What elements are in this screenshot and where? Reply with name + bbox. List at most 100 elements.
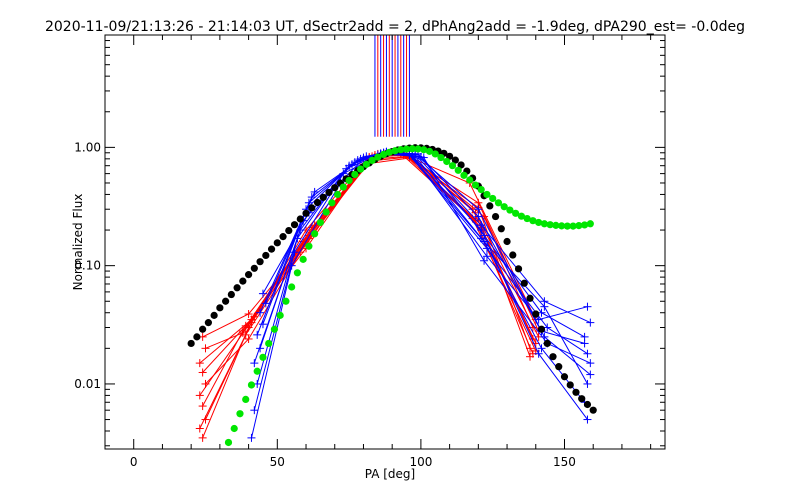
data-point [583, 400, 592, 409]
data-point [506, 206, 514, 214]
data-point [236, 410, 244, 418]
data-point [540, 220, 548, 228]
data-point [362, 160, 370, 168]
plus-marker [586, 359, 595, 368]
data-point [431, 150, 439, 158]
data-point [425, 147, 434, 155]
data-point [322, 208, 330, 216]
data-point [494, 199, 503, 207]
plot-frame [104, 34, 666, 450]
x-tick-label: 50 [270, 455, 285, 469]
data-point [402, 145, 411, 153]
plus-marker [526, 344, 535, 353]
data-point [285, 226, 293, 235]
axes: 0 50 100 150 0.01 0.10 1.00 [74, 35, 665, 469]
series-line [262, 151, 588, 385]
data-point [578, 395, 586, 403]
plus-marker [256, 344, 265, 353]
data-point [216, 304, 224, 312]
plus-marker [534, 349, 543, 358]
plus-marker [198, 368, 207, 377]
plus-marker [195, 359, 204, 368]
data-point [368, 156, 376, 164]
data-point [319, 193, 327, 201]
series-line [202, 155, 534, 340]
data-point [569, 222, 577, 230]
plus-marker [198, 402, 207, 411]
data-point [296, 215, 304, 223]
data-point [457, 161, 465, 169]
plus-marker [261, 299, 270, 308]
plus-marker [474, 212, 483, 221]
plus-marker [586, 318, 595, 327]
data-point [471, 181, 480, 189]
x-tick-label: 100 [409, 455, 432, 469]
data-point [443, 157, 451, 166]
data-point [563, 222, 571, 230]
plus-marker [482, 252, 491, 261]
plus-marker [586, 370, 595, 379]
data-point [299, 255, 307, 263]
data-point [572, 388, 580, 396]
data-point [270, 325, 279, 333]
series-model_black [187, 144, 597, 414]
plus-marker [310, 187, 319, 196]
data-point [549, 353, 557, 361]
data-point [448, 162, 457, 170]
x-axis-label: PA [deg] [365, 467, 415, 481]
data-point [558, 222, 566, 230]
data-point [566, 381, 574, 389]
data-point [489, 194, 497, 203]
y-tick-label: 0.10 [74, 259, 101, 273]
data-point [230, 424, 238, 433]
series-line [256, 151, 591, 385]
data-point [313, 198, 322, 207]
plus-marker [477, 234, 486, 243]
plus-marker [195, 424, 204, 433]
data-point [408, 145, 416, 153]
data-point [253, 367, 261, 375]
data-point [535, 218, 543, 227]
data-point [580, 221, 589, 229]
plus-marker [583, 379, 592, 388]
plus-marker [362, 152, 371, 161]
data-point [477, 185, 485, 194]
data-point [193, 333, 201, 341]
data-point [187, 339, 195, 348]
plus-marker [258, 320, 267, 329]
plus-marker [201, 344, 210, 353]
x-tick-label: 150 [553, 455, 576, 469]
data-point [532, 310, 540, 318]
plus-marker [238, 328, 247, 337]
data-point [242, 395, 250, 404]
data-point [526, 294, 534, 302]
data-point [259, 353, 267, 361]
data-point [529, 217, 537, 225]
data-point [374, 153, 382, 161]
data-point [391, 147, 399, 155]
data-point [302, 209, 310, 217]
data-point [204, 319, 212, 327]
data-point [491, 212, 500, 221]
data-point [273, 239, 281, 247]
plus-marker [253, 330, 262, 339]
y-tick-label: 1.00 [74, 140, 101, 154]
data-point [267, 245, 276, 253]
data-point [199, 325, 207, 333]
plus-marker [244, 334, 253, 343]
plus-marker [580, 339, 589, 348]
data-point [555, 363, 563, 371]
series-line [265, 152, 591, 364]
data-point [345, 176, 353, 185]
data-point [224, 438, 233, 447]
data-point [244, 271, 253, 279]
plus-marker [256, 308, 265, 317]
data-point [222, 297, 230, 305]
data-point [483, 190, 491, 199]
data-point [276, 311, 284, 319]
data-point [265, 339, 273, 348]
plus-marker [537, 344, 546, 353]
data-point [420, 146, 428, 154]
